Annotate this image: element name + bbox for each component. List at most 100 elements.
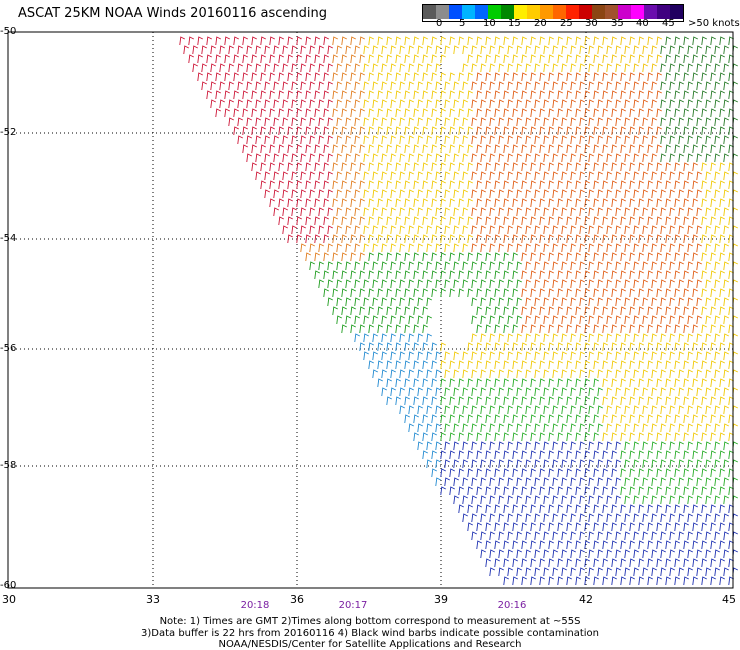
wind-barb bbox=[417, 315, 423, 325]
wind-barb bbox=[498, 297, 504, 307]
wind-barb bbox=[399, 279, 405, 289]
wind-barb bbox=[507, 495, 513, 505]
wind-barb bbox=[602, 72, 608, 82]
wind-barb bbox=[651, 117, 657, 127]
wind-barb bbox=[296, 108, 302, 118]
wind-barb bbox=[615, 45, 621, 55]
wind-barb bbox=[282, 117, 288, 127]
wind-barb bbox=[516, 387, 522, 397]
wind-barb bbox=[570, 279, 576, 289]
wind-barb bbox=[440, 396, 446, 406]
wind-barb bbox=[530, 522, 536, 532]
wind-barb bbox=[615, 225, 621, 235]
wind-barb bbox=[696, 63, 702, 73]
wind-barb bbox=[683, 216, 689, 226]
wind-barb bbox=[512, 540, 518, 550]
wind-barb bbox=[620, 468, 626, 478]
wind-barb bbox=[728, 234, 734, 244]
wind-barb bbox=[602, 54, 608, 64]
wind-barb bbox=[719, 306, 725, 316]
wind-barb bbox=[701, 180, 707, 190]
wind-barb bbox=[539, 522, 545, 532]
wind-barb bbox=[381, 387, 387, 397]
wind-barb bbox=[683, 144, 689, 154]
wind-barb bbox=[219, 45, 225, 55]
wind-barb bbox=[588, 495, 594, 505]
wind-barb bbox=[620, 216, 626, 226]
wind-barb bbox=[557, 198, 563, 208]
wind-barb bbox=[444, 81, 450, 91]
wind-barb bbox=[498, 171, 504, 181]
wind-barb bbox=[552, 351, 558, 361]
wind-barb bbox=[512, 36, 518, 46]
wind-barb bbox=[678, 99, 684, 109]
wind-barb bbox=[539, 144, 545, 154]
wind-barb bbox=[494, 252, 500, 262]
wind-barb bbox=[458, 414, 464, 424]
wind-barb bbox=[440, 342, 446, 352]
wind-barb bbox=[224, 54, 230, 64]
wind-barb bbox=[665, 144, 671, 154]
wind-barb bbox=[525, 495, 531, 505]
wind-barb bbox=[732, 495, 738, 505]
wind-barb bbox=[552, 207, 558, 217]
wind-barb bbox=[624, 45, 630, 55]
wind-barb bbox=[350, 324, 356, 334]
wind-barb bbox=[719, 270, 725, 280]
wind-barb bbox=[642, 117, 648, 127]
wind-barb bbox=[228, 117, 234, 127]
wind-barb bbox=[629, 126, 635, 136]
wind-barb bbox=[548, 522, 554, 532]
wind-barb bbox=[683, 180, 689, 190]
wind-barb bbox=[516, 351, 522, 361]
wind-barb bbox=[656, 36, 662, 46]
wind-barb bbox=[606, 225, 612, 235]
wind-barb bbox=[282, 63, 288, 73]
wind-barb bbox=[530, 36, 536, 46]
wind-barb bbox=[606, 243, 612, 253]
wind-barb bbox=[566, 234, 572, 244]
wind-barb bbox=[300, 81, 306, 91]
wind-barb bbox=[345, 189, 351, 199]
colorbar-segment bbox=[436, 5, 449, 19]
wind-barb bbox=[719, 108, 725, 118]
wind-barb bbox=[620, 504, 626, 514]
wind-barb bbox=[512, 126, 518, 136]
wind-barb bbox=[606, 459, 612, 469]
wind-barb bbox=[354, 189, 360, 199]
wind-barb bbox=[692, 144, 698, 154]
wind-barb bbox=[530, 486, 536, 496]
wind-barb bbox=[323, 162, 329, 172]
wind-barb bbox=[269, 72, 275, 82]
wind-barb bbox=[323, 72, 329, 82]
wind-barb bbox=[255, 81, 261, 91]
wind-barb bbox=[534, 441, 540, 451]
wind-barb bbox=[701, 306, 707, 316]
wind-barb bbox=[278, 108, 284, 118]
wind-barb bbox=[705, 297, 711, 307]
wind-barb bbox=[570, 171, 576, 181]
wind-barb bbox=[399, 315, 405, 325]
wind-barb bbox=[512, 216, 518, 226]
wind-barb bbox=[305, 198, 311, 208]
wind-barb bbox=[624, 441, 630, 451]
wind-barb bbox=[669, 117, 675, 127]
wind-barb bbox=[413, 252, 419, 262]
wind-barb bbox=[701, 162, 707, 172]
colorbar-segment bbox=[501, 5, 514, 19]
wind-barb bbox=[692, 54, 698, 64]
wind-barb bbox=[219, 63, 225, 73]
wind-barb bbox=[494, 306, 500, 316]
wind-barb bbox=[521, 450, 527, 460]
wind-barb bbox=[629, 54, 635, 64]
map-title: ASCAT 25KM NOAA Winds 20160116 ascending bbox=[18, 6, 327, 21]
wind-barb bbox=[462, 459, 468, 469]
wind-barb bbox=[359, 306, 365, 316]
wind-barb bbox=[539, 126, 545, 136]
wind-barb bbox=[336, 243, 342, 253]
wind-barb bbox=[449, 72, 455, 82]
wind-barb bbox=[498, 81, 504, 91]
wind-barb bbox=[692, 540, 698, 550]
wind-barb bbox=[530, 198, 536, 208]
wind-barb bbox=[359, 144, 365, 154]
